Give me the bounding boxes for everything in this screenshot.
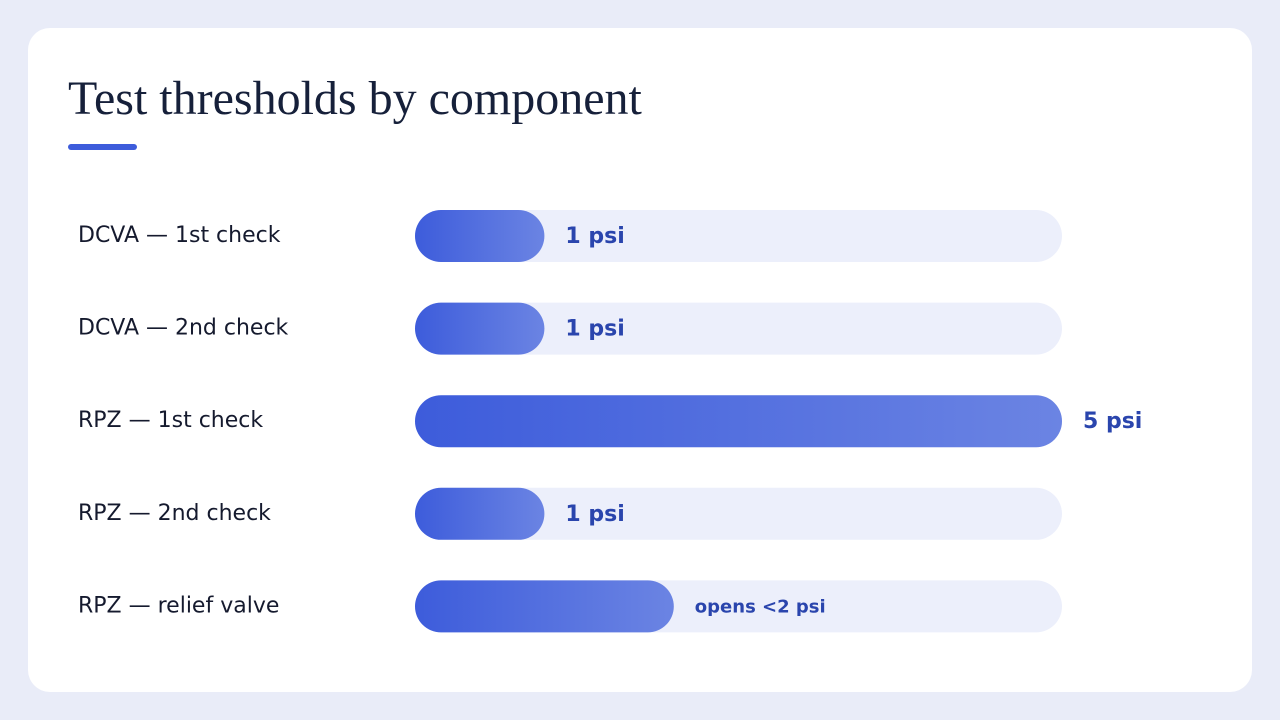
value-label: 5 psi	[1083, 409, 1142, 434]
bar	[415, 302, 545, 355]
category-label: DCVA — 2nd check	[78, 316, 289, 341]
bar	[415, 580, 674, 633]
value-label: 1 psi	[565, 502, 624, 527]
category-label: DCVA — 1st check	[78, 223, 281, 248]
bar-track	[415, 210, 1062, 262]
category-label: RPZ — relief valve	[78, 593, 279, 618]
bar	[415, 487, 545, 540]
title-underline	[68, 144, 137, 150]
value-label: 1 psi	[565, 224, 624, 249]
bar	[415, 210, 545, 262]
value-label: opens <2 psi	[695, 596, 826, 617]
bar-track	[415, 487, 1062, 540]
bar	[415, 395, 1062, 448]
value-label: 1 psi	[565, 317, 624, 342]
bar-track	[415, 302, 1062, 355]
category-label: RPZ — 2nd check	[78, 501, 271, 526]
chart-title: Test thresholds by component	[68, 72, 643, 125]
category-label: RPZ — 1st check	[78, 408, 263, 433]
